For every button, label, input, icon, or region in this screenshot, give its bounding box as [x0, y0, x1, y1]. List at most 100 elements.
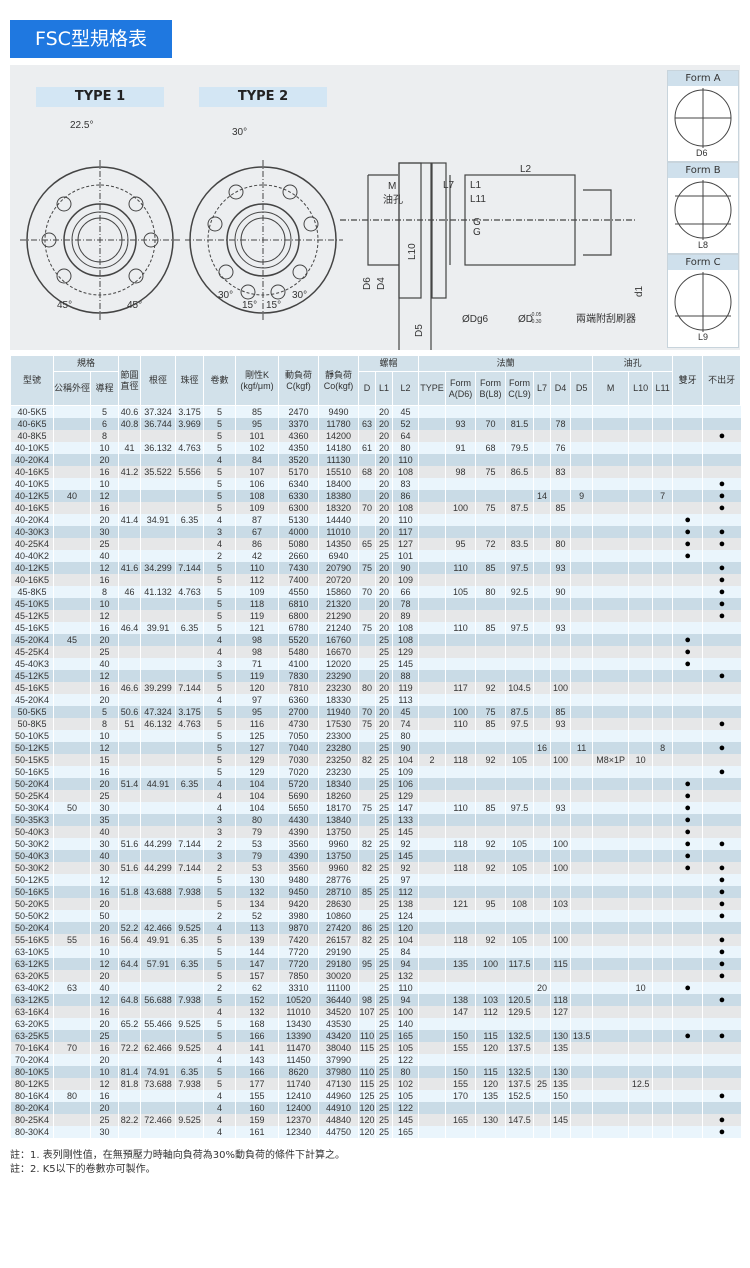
table-cell: 2	[203, 550, 236, 562]
type1-flange-view	[20, 160, 180, 320]
table-cell	[533, 682, 551, 694]
table-cell	[118, 538, 141, 550]
table-cell: 100	[550, 754, 571, 766]
table-cell	[702, 418, 741, 430]
table-cell: 165	[445, 1114, 476, 1126]
table-cell: 4390	[278, 850, 319, 862]
table-cell: ●	[702, 718, 741, 730]
table-cell	[505, 874, 534, 886]
table-cell: 50-25K4	[10, 790, 54, 802]
table-cell: 119	[235, 670, 279, 682]
table-cell: ●	[672, 850, 703, 862]
angle-label: 22.5°	[70, 120, 93, 131]
table-cell	[672, 706, 703, 718]
table-cell	[140, 850, 176, 862]
table-cell: ●	[702, 478, 741, 490]
table-cell	[570, 802, 593, 814]
table-cell	[570, 958, 593, 970]
table-cell	[652, 874, 673, 886]
table-cell: 6	[89, 418, 119, 430]
table-cell	[592, 574, 629, 586]
table-cell: 92	[475, 682, 506, 694]
table-cell	[672, 478, 703, 490]
table-cell: 25	[375, 1042, 393, 1054]
table-cell	[505, 790, 534, 802]
table-cell: 44.91	[140, 778, 176, 790]
table-cell: 70-20K4	[10, 1054, 54, 1066]
table-cell	[445, 1054, 476, 1066]
table-cell	[550, 490, 571, 502]
table-cell	[570, 454, 593, 466]
table-cell: 9490	[318, 405, 359, 418]
table-cell: 40-40K2	[10, 550, 54, 562]
table-cell	[533, 730, 551, 742]
dim-label: L2	[520, 164, 532, 175]
table-cell	[550, 1126, 571, 1138]
dim-label: d1	[634, 285, 645, 297]
table-cell: 11010	[278, 1006, 319, 1018]
table-cell	[53, 574, 91, 586]
table-cell: 18330	[318, 694, 359, 706]
table-cell: 75	[475, 466, 506, 478]
table-cell	[418, 454, 446, 466]
table-cell	[550, 910, 571, 922]
table-cell	[118, 982, 141, 994]
table-cell: 78	[392, 598, 419, 610]
table-cell: 160	[235, 1102, 279, 1114]
table-cell: ●	[672, 790, 703, 802]
table-cell	[140, 454, 176, 466]
table-cell	[418, 478, 446, 490]
table-cell: 120	[358, 1126, 376, 1138]
table-cell: 6340	[278, 478, 319, 490]
table-row: 45-10K5 10 5 118 6810 21320 20 78 ●	[10, 598, 741, 610]
table-cell	[505, 730, 534, 742]
table-cell	[140, 478, 176, 490]
table-cell: 50-12K5	[10, 874, 54, 886]
table-cell	[672, 934, 703, 946]
table-cell	[445, 886, 476, 898]
table-cell	[53, 502, 91, 514]
table-cell: 104	[392, 754, 419, 766]
table-cell: 45-20K4	[10, 634, 54, 646]
table-row: 45-20K4 20 4 97 6360 18330 25 113	[10, 694, 741, 706]
table-cell	[53, 1054, 91, 1066]
table-cell: 79	[235, 850, 279, 862]
table-cell: 2	[203, 982, 236, 994]
table-cell	[533, 1066, 551, 1078]
table-row: 40-20K4 20 4 84 3520 11130 20 110	[10, 454, 741, 466]
table-cell	[445, 634, 476, 646]
table-cell	[702, 1018, 741, 1030]
table-cell	[702, 730, 741, 742]
table-cell	[175, 646, 204, 658]
table-cell: 47.324	[140, 706, 176, 718]
table-cell	[418, 970, 446, 982]
table-cell	[118, 430, 141, 442]
table-cell	[358, 1054, 376, 1066]
table-cell: 11	[570, 742, 593, 754]
table-cell: 56.4	[118, 934, 141, 946]
table-cell	[592, 514, 629, 526]
table-cell: 14180	[318, 442, 359, 454]
table-cell	[418, 1054, 446, 1066]
table-cell	[175, 538, 204, 550]
table-cell: 7400	[278, 574, 319, 586]
table-cell: 85	[358, 886, 376, 898]
table-cell	[570, 898, 593, 910]
table-cell	[592, 970, 629, 982]
table-cell: 66	[392, 586, 419, 598]
table-cell	[53, 454, 91, 466]
table-cell	[570, 466, 593, 478]
tolerance-upper: -0.05	[530, 312, 542, 318]
table-cell	[505, 778, 534, 790]
table-cell: 20	[89, 778, 119, 790]
table-cell	[592, 466, 629, 478]
table-cell	[672, 922, 703, 934]
table-row: 80-20K4 20 4 160 12400 44910 120 25 122	[10, 1102, 741, 1114]
table-cell	[702, 754, 741, 766]
table-cell: 36.132	[140, 442, 176, 454]
table-cell: 3370	[278, 418, 319, 430]
table-cell: 25	[375, 1066, 393, 1078]
table-cell: 20	[375, 514, 393, 526]
table-cell: 23230	[318, 682, 359, 694]
table-cell	[418, 598, 446, 610]
